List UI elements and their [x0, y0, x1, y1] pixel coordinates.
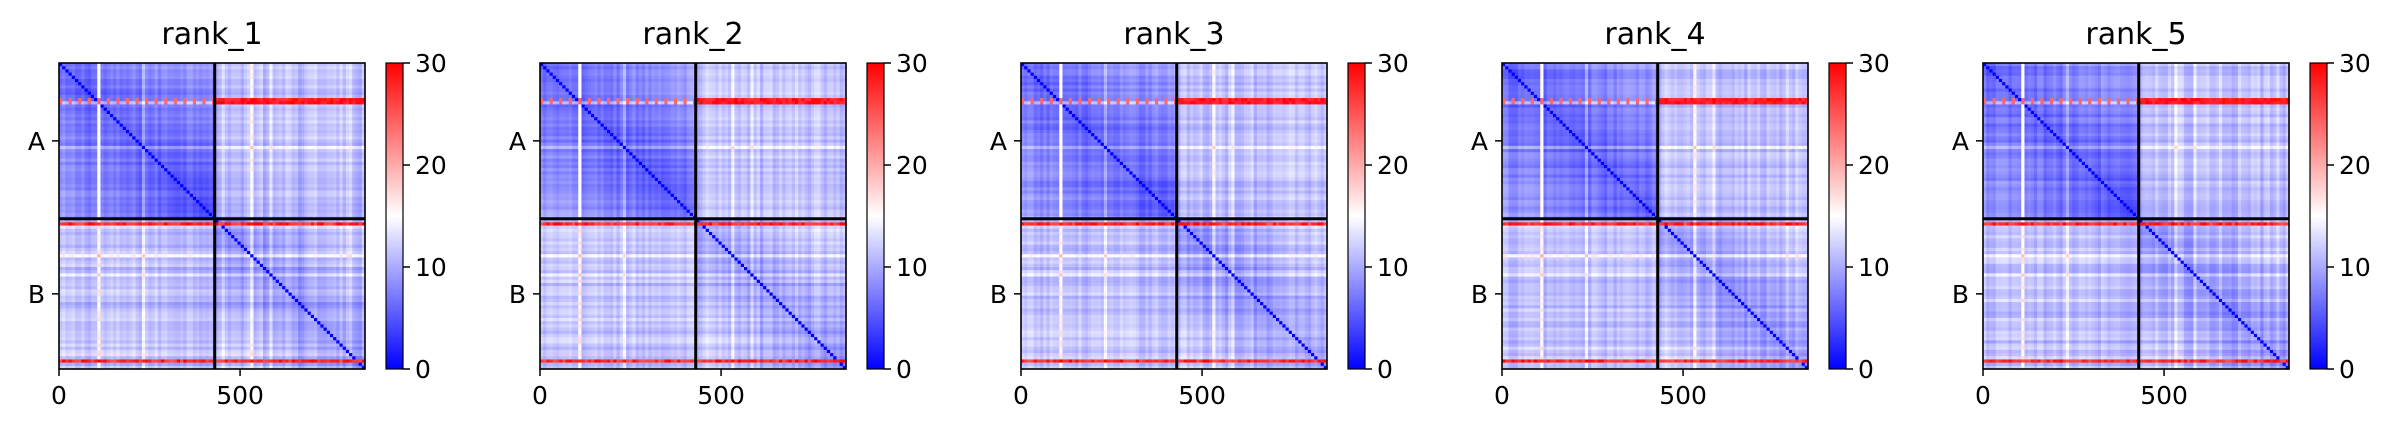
panel-4: rank_4 0 500 A B 0 10 20 30 [1471, 17, 1890, 410]
x-tick-label: 0 [532, 381, 548, 410]
colorbar-tick-label: 0 [2339, 355, 2355, 384]
colorbar-tick-label: 30 [896, 49, 928, 78]
x-tick-label: 0 [1975, 381, 1991, 410]
y-tick-label-b: B [990, 280, 1007, 309]
x-tick-label: 500 [2140, 381, 2188, 410]
heatmap-cells [1502, 63, 1809, 370]
colorbar-tick-label: 20 [1377, 151, 1409, 180]
colorbar-tick-label: 20 [896, 151, 928, 180]
colorbar-tick-label: 10 [896, 253, 928, 282]
panel-title: rank_2 [642, 17, 743, 52]
panel-title: rank_4 [1604, 17, 1705, 52]
y-tick-label-a: A [509, 127, 526, 156]
x-tick-label: 0 [1494, 381, 1510, 410]
x-tick-label: 500 [216, 381, 264, 410]
colorbar-tick-label: 10 [1377, 253, 1409, 282]
y-tick-label-b: B [509, 280, 526, 309]
y-tick-label-a: A [990, 127, 1007, 156]
colorbar-tick-label: 0 [415, 355, 431, 384]
panel-title: rank_3 [1123, 17, 1224, 52]
x-tick-label: 0 [51, 381, 67, 410]
x-tick-label: 500 [1659, 381, 1707, 410]
x-tick-label: 500 [697, 381, 745, 410]
x-tick-label: 500 [1178, 381, 1226, 410]
panel-2: rank_2 0 500 A B 0 10 20 30 [509, 17, 928, 410]
colorbar-tick-label: 0 [1377, 355, 1393, 384]
colorbar-tick-label: 10 [2339, 253, 2371, 282]
panel-title: rank_5 [2085, 17, 2186, 52]
y-tick-label-a: A [1952, 127, 1969, 156]
colorbar-tick-label: 20 [1858, 151, 1890, 180]
colorbar-tick-label: 30 [1377, 49, 1409, 78]
colorbar-tick-label: 30 [1858, 49, 1890, 78]
colorbar-tick-label: 30 [2339, 49, 2371, 78]
y-tick-label-b: B [1952, 280, 1969, 309]
x-tick-label: 0 [1013, 381, 1029, 410]
colorbar [2310, 63, 2327, 369]
panel-5: rank_5 0 500 A B 0 10 20 30 [1952, 17, 2371, 410]
colorbar-tick-label: 10 [1858, 253, 1890, 282]
colorbar-tick-label: 10 [415, 253, 447, 282]
colorbar [1829, 63, 1846, 369]
y-tick-label-b: B [28, 280, 45, 309]
colorbar [1348, 63, 1365, 369]
colorbar-tick-label: 20 [2339, 151, 2371, 180]
y-tick-label-a: A [1471, 127, 1488, 156]
colorbar-tick-label: 0 [1858, 355, 1874, 384]
panel-3: rank_3 0 500 A B 0 10 20 30 [990, 17, 1409, 410]
colorbar [386, 63, 403, 369]
colorbar-tick-label: 30 [415, 49, 447, 78]
colorbar [867, 63, 884, 369]
heatmap-cells [1983, 63, 2290, 370]
y-tick-label-b: B [1471, 280, 1488, 309]
colorbar-tick-label: 20 [415, 151, 447, 180]
panel-1: rank_1 0 500 A B 0 10 20 30 [28, 17, 447, 410]
heatmap-cells [540, 63, 847, 370]
heatmap-cells [59, 63, 366, 370]
colorbar-tick-label: 0 [896, 355, 912, 384]
y-tick-label-a: A [28, 127, 45, 156]
panel-title: rank_1 [161, 17, 262, 52]
heatmap-cells [1021, 63, 1328, 370]
